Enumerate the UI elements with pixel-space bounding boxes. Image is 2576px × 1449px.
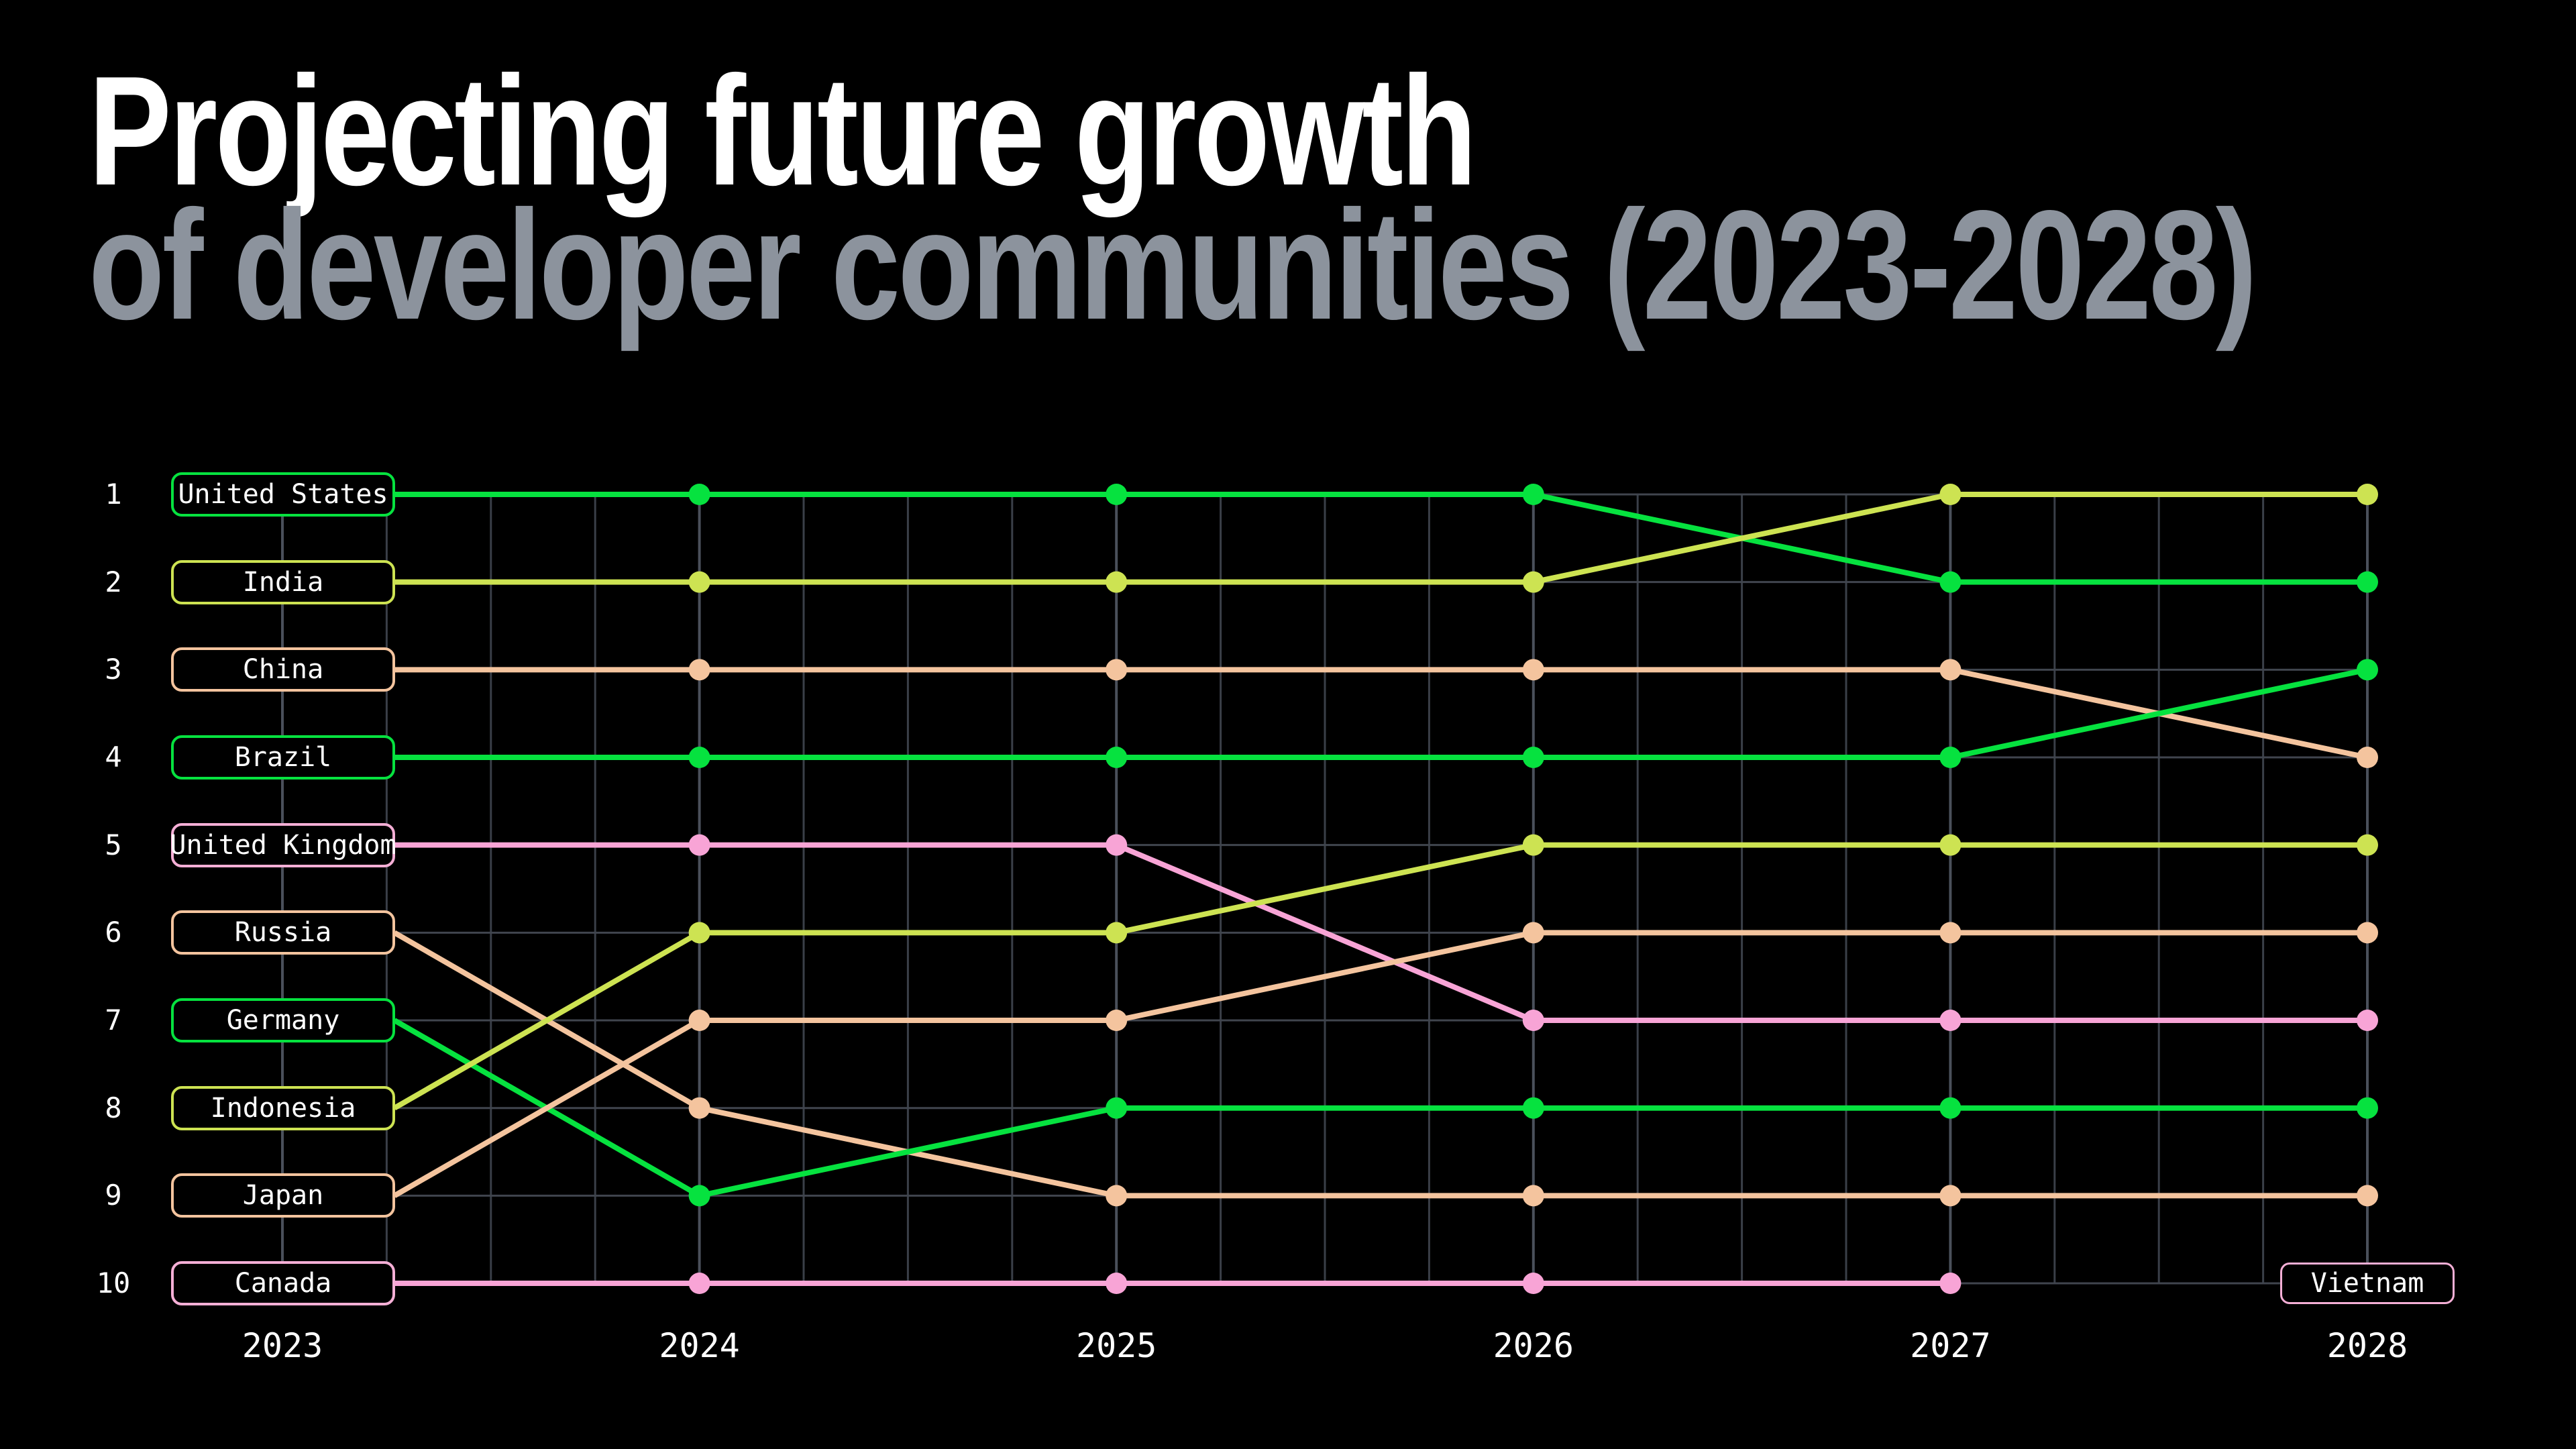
country-label-united-kingdom: United Kingdom [170, 822, 396, 867]
year-axis-label-2025: 2025 [1075, 1326, 1157, 1365]
data-point-india-2027 [1939, 484, 1962, 505]
data-point-indonesia-2025 [1106, 922, 1128, 944]
data-point-united-kingdom-2027 [1939, 1010, 1962, 1032]
country-label-germany: Germany [171, 998, 395, 1043]
series-line-indonesia [393, 842, 2367, 1111]
title-line-2: of developer communities (2023-2028) [89, 178, 2257, 352]
country-label-brazil: Brazil [171, 735, 395, 780]
data-point-germany-2026 [1522, 1097, 1544, 1119]
data-point-india-2025 [1106, 571, 1128, 593]
data-point-india-2024 [688, 571, 710, 593]
title-line-1: Projecting future growth [89, 44, 1477, 218]
data-point-china-2027 [1939, 659, 1962, 681]
data-point-russia-2028 [2357, 1185, 2378, 1207]
series-line-china [394, 667, 2368, 760]
rank-axis-label-8: 8 [105, 1091, 122, 1124]
data-point-germany-2027 [1939, 1097, 1962, 1119]
data-point-united-kingdom-2026 [1522, 1010, 1544, 1032]
data-point-united-kingdom-2024 [688, 834, 710, 856]
data-point-united-kingdom-2025 [1106, 834, 1128, 856]
data-point-japan-2026 [1522, 922, 1544, 944]
data-point-brazil-2025 [1106, 747, 1128, 769]
data-point-china-2026 [1522, 659, 1544, 681]
data-point-brazil-2028 [2357, 659, 2378, 681]
data-point-japan-2027 [1939, 922, 1962, 944]
year-axis-label-2028: 2028 [2326, 1326, 2408, 1365]
data-point-indonesia-2026 [1522, 834, 1544, 856]
country-label-china: China [171, 647, 395, 692]
data-point-russia-2027 [1939, 1185, 1962, 1207]
country-label-canada: Canada [171, 1261, 395, 1306]
series-line-russia [393, 930, 2367, 1199]
data-point-united-kingdom-2028 [2357, 1010, 2378, 1032]
data-point-russia-2024 [688, 1097, 710, 1119]
country-label-united-states: United States [171, 472, 395, 517]
series-line-japan [393, 930, 2367, 1198]
year-axis-label-2026: 2026 [1493, 1326, 1574, 1365]
data-point-russia-2025 [1106, 1185, 1128, 1207]
series-line-united-kingdom [394, 842, 2367, 1024]
data-point-brazil-2024 [688, 747, 710, 769]
data-point-united-states-2027 [1939, 571, 1962, 593]
country-label-indonesia: Indonesia [171, 1085, 395, 1130]
country-label-vietnam: Vietnam [2280, 1263, 2455, 1305]
data-point-india-2026 [1522, 571, 1544, 593]
data-point-indonesia-2028 [2357, 834, 2378, 856]
data-point-canada-2024 [688, 1273, 710, 1295]
data-point-germany-2025 [1106, 1097, 1128, 1119]
series-line-brazil [394, 667, 2368, 761]
series-line-united-states [394, 492, 2367, 585]
data-point-japan-2028 [2357, 922, 2378, 944]
data-point-canada-2025 [1106, 1273, 1128, 1295]
data-point-canada-2027 [1939, 1273, 1962, 1295]
rank-axis-label-10: 10 [96, 1267, 131, 1300]
data-point-united-states-2028 [2357, 571, 2378, 593]
data-point-brazil-2027 [1939, 747, 1962, 769]
country-label-india: India [171, 559, 395, 604]
data-point-japan-2025 [1106, 1010, 1128, 1032]
data-point-china-2025 [1106, 659, 1128, 681]
data-point-indonesia-2027 [1939, 834, 1962, 856]
rank-axis-label-4: 4 [105, 741, 122, 773]
rank-axis-label-3: 3 [105, 653, 122, 686]
country-label-japan: Japan [171, 1173, 395, 1218]
series-line-germany [393, 1018, 2367, 1199]
data-point-russia-2026 [1522, 1185, 1544, 1207]
year-axis-label-2023: 2023 [241, 1326, 323, 1365]
data-point-united-states-2025 [1106, 484, 1128, 505]
data-point-china-2024 [688, 659, 710, 681]
data-point-brazil-2026 [1522, 747, 1544, 769]
rank-axis-label-1: 1 [105, 478, 122, 511]
series-line-india [394, 492, 2367, 585]
year-axis-label-2027: 2027 [1910, 1326, 1991, 1365]
data-point-indonesia-2024 [688, 922, 710, 944]
data-point-canada-2026 [1522, 1273, 1544, 1295]
rank-axis-label-7: 7 [105, 1004, 122, 1037]
data-point-india-2028 [2357, 484, 2378, 505]
rank-axis-label-5: 5 [105, 828, 122, 861]
country-label-russia: Russia [171, 910, 395, 955]
data-point-united-states-2026 [1522, 484, 1544, 505]
rank-axis-label-2: 2 [105, 565, 122, 598]
data-point-china-2028 [2357, 747, 2378, 769]
rank-axis-label-6: 6 [105, 916, 122, 949]
data-point-japan-2024 [688, 1010, 710, 1032]
data-point-united-states-2024 [688, 484, 710, 505]
page-title: Projecting future growth of developer co… [89, 44, 2257, 352]
data-point-germany-2028 [2357, 1097, 2378, 1119]
rank-axis-label-9: 9 [105, 1179, 122, 1212]
year-axis-label-2024: 2024 [659, 1326, 740, 1365]
data-point-germany-2024 [688, 1185, 710, 1207]
